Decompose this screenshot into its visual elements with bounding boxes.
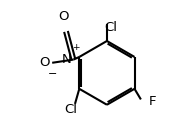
Text: +: + [72,43,80,52]
Text: −: − [48,69,57,79]
Text: O: O [39,56,50,69]
Text: Cl: Cl [64,104,77,116]
Text: O: O [59,10,69,23]
Text: F: F [148,95,156,108]
Text: Cl: Cl [105,21,118,34]
Text: N: N [62,53,71,66]
